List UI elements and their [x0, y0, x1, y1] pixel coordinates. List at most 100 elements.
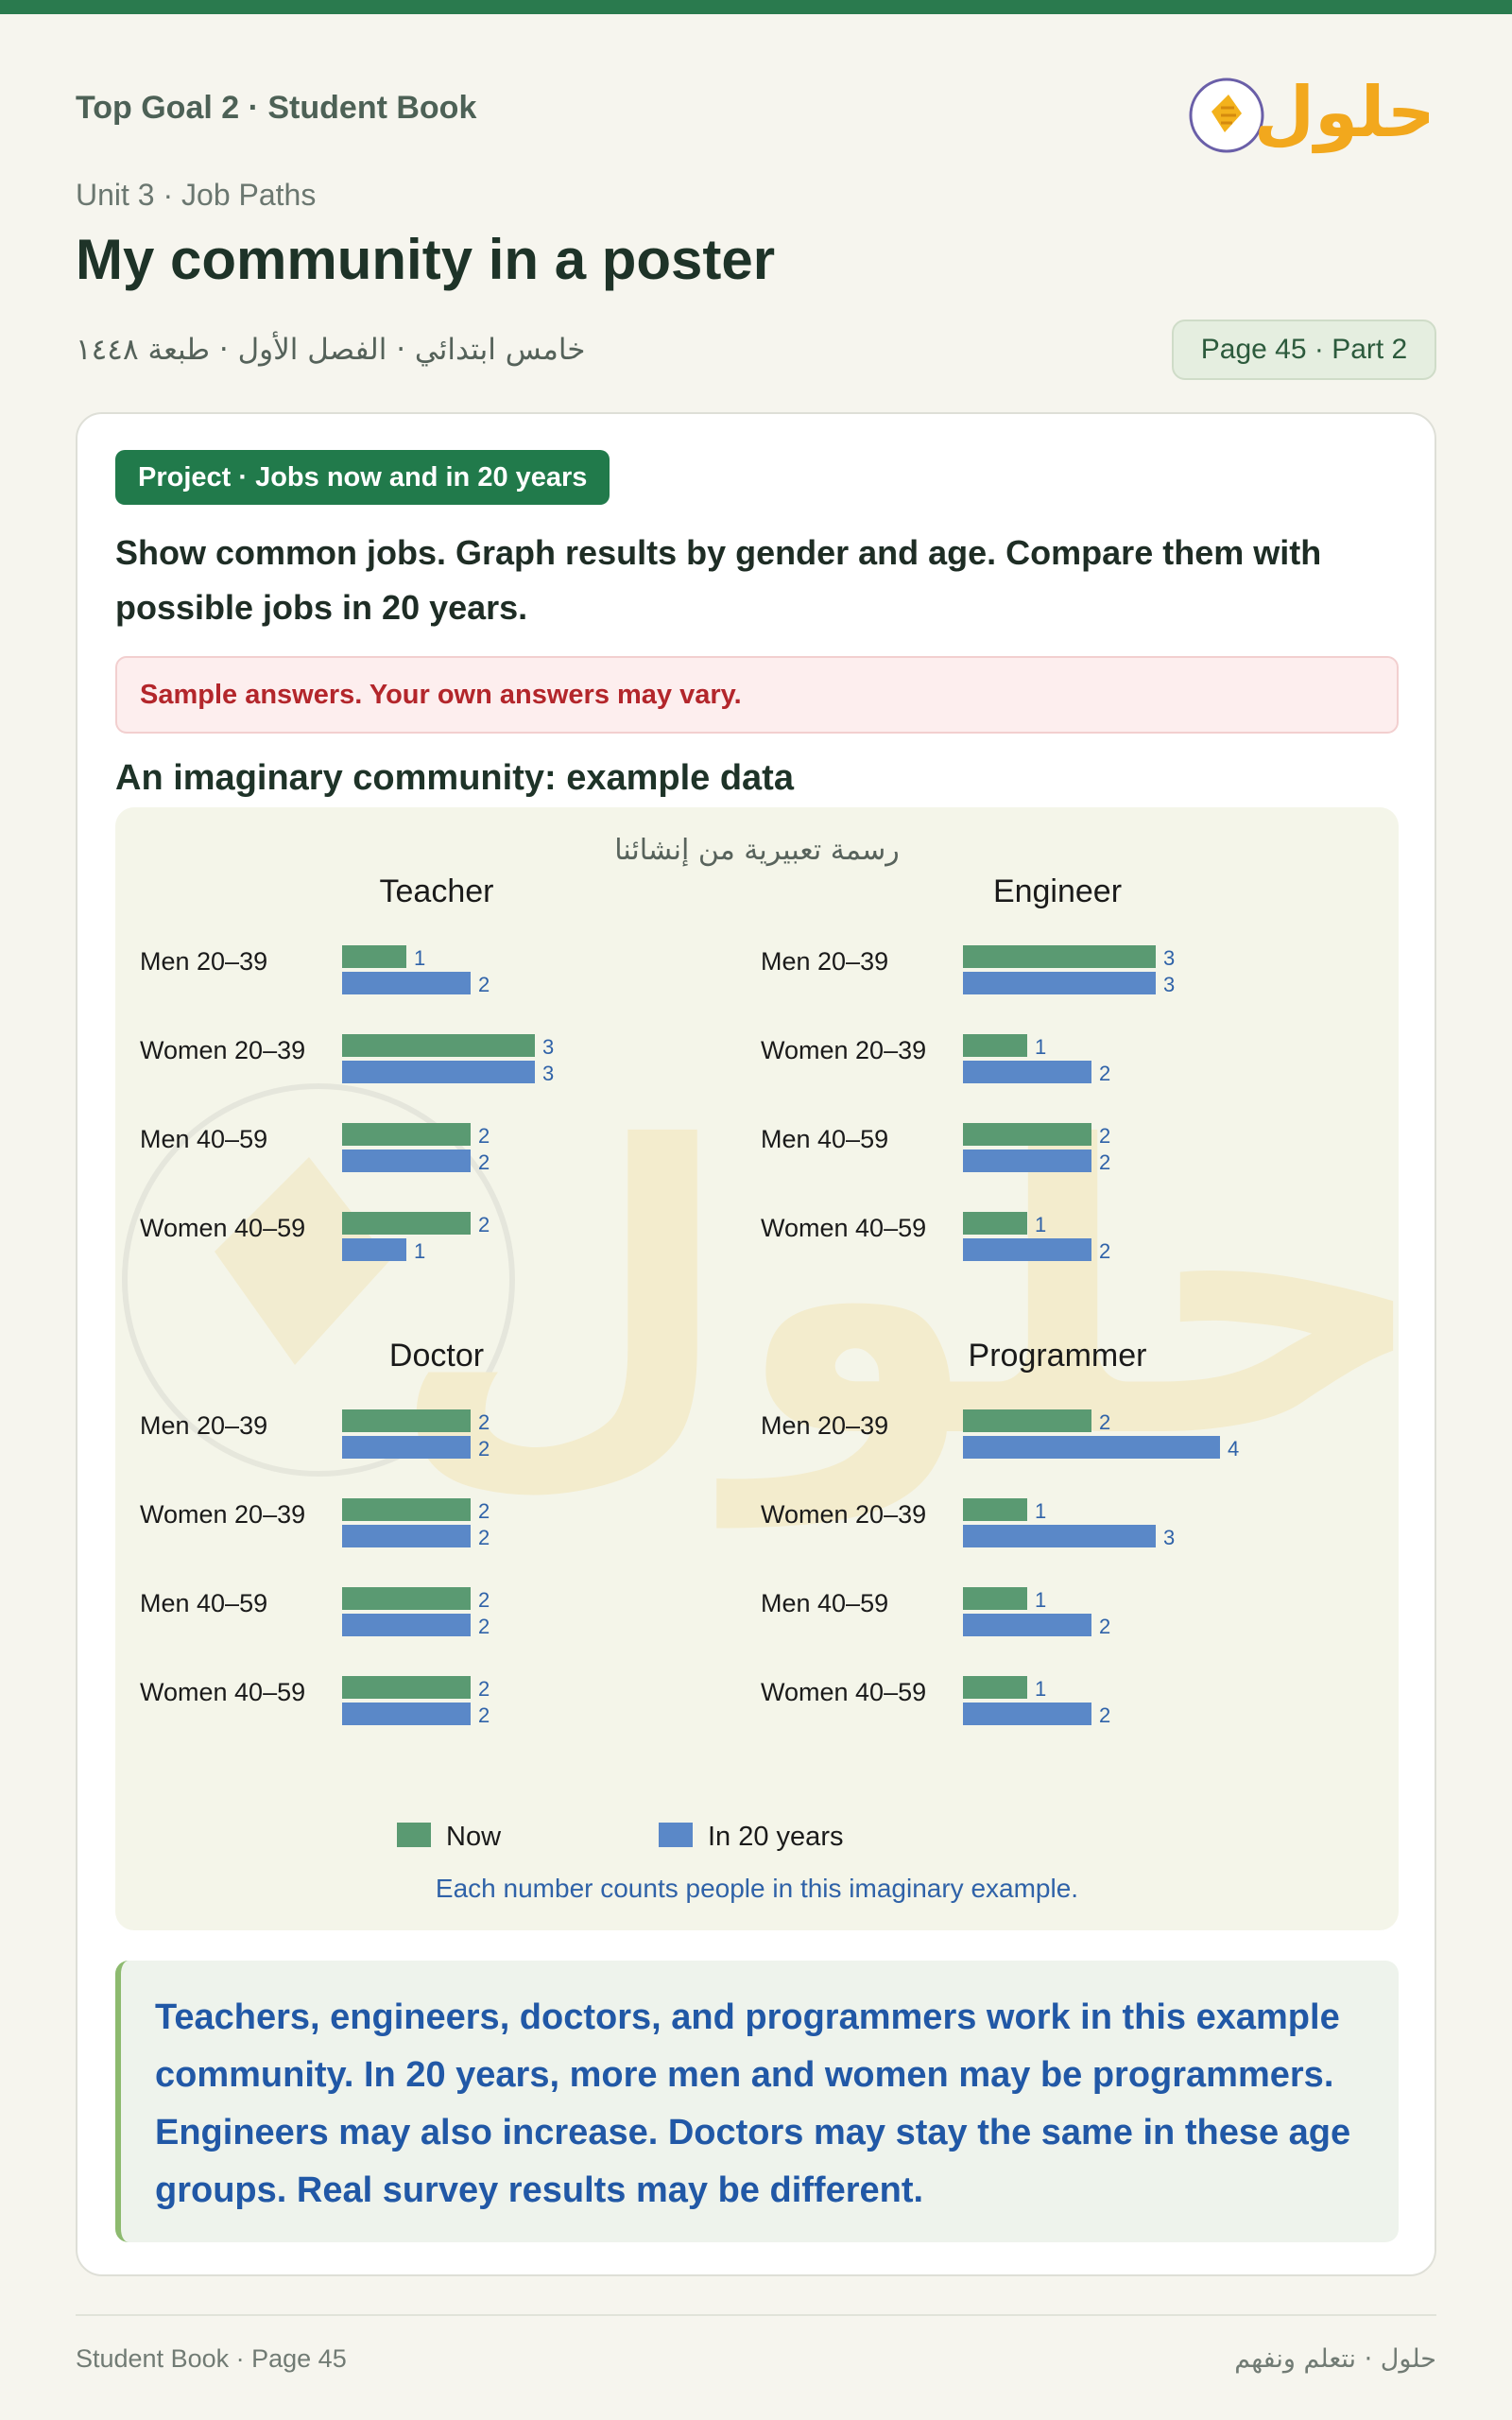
jobs-chart-panel: حلول Teacher Men 20–39 1 2 Women 20–39 3 3 Men …: [115, 807, 1399, 1930]
programmer-bar-future: [963, 1614, 1091, 1636]
page-part-badge: Page 45 · Part 2: [1172, 320, 1436, 380]
teacher-bar-future: [342, 1238, 406, 1261]
programmer-value-label: 2: [1099, 1703, 1110, 1727]
teacher-chart-title: Teacher: [380, 873, 494, 909]
programmer-bar-future: [963, 1436, 1220, 1459]
engineer-value-label: 2: [1099, 1150, 1110, 1174]
page-title: My community in a poster: [76, 228, 776, 291]
doctor-bar-now: [342, 1587, 471, 1610]
teacher-bar-future: [342, 1061, 535, 1083]
teacher-bar-now: [342, 1123, 471, 1146]
teacher-bar-future: [342, 1150, 471, 1172]
programmer-value-label: 1: [1035, 1588, 1046, 1612]
programmer-category-label: Men 20–39: [761, 1411, 888, 1440]
engineer-bar-now: [963, 1034, 1027, 1057]
doctor-value-label: 2: [478, 1437, 490, 1461]
book-title: Top Goal 2 · Student Book: [76, 90, 477, 126]
doctor-value-label: 2: [478, 1703, 490, 1727]
doctor-bar-now: [342, 1498, 471, 1521]
footer-brand: حلول · نتعلم ونفهم: [1234, 2344, 1436, 2374]
teacher-category-label: Men 40–59: [140, 1125, 267, 1153]
doctor-bar-future: [342, 1436, 471, 1459]
unit-label: Unit 3 · Job Paths: [76, 178, 317, 212]
teacher-bar-now: [342, 1212, 471, 1235]
doctor-category-label: Women 40–59: [140, 1678, 305, 1706]
halool-logo: حلول: [1189, 72, 1429, 154]
engineer-bar-future: [963, 1150, 1091, 1172]
engineer-category-label: Men 20–39: [761, 947, 888, 976]
top-accent-bar: [0, 0, 1512, 14]
engineer-value-label: 3: [1163, 973, 1175, 996]
programmer-category-label: Men 40–59: [761, 1589, 888, 1617]
project-badge: Project · Jobs now and in 20 years: [115, 450, 610, 505]
project-instructions: Show common jobs. Graph results by gende…: [115, 533, 1322, 627]
programmer-bar-now: [963, 1409, 1091, 1432]
teacher-category-label: Women 20–39: [140, 1036, 305, 1064]
engineer-value-label: 3: [1163, 946, 1175, 970]
teacher-value-label: 2: [478, 973, 490, 996]
teacher-value-label: 2: [478, 1124, 490, 1148]
teacher-value-label: 2: [478, 1213, 490, 1236]
legend-swatch-future: [659, 1823, 693, 1847]
programmer-bar-now: [963, 1676, 1027, 1699]
engineer-bar-now: [963, 1123, 1091, 1146]
legend-label-future: In 20 years: [708, 1822, 843, 1852]
doctor-bar-future: [342, 1614, 471, 1636]
doctor-category-label: Men 20–39: [140, 1411, 267, 1440]
teacher-value-label: 3: [542, 1035, 554, 1059]
footer-divider: [76, 2314, 1436, 2316]
teacher-bar-now: [342, 945, 406, 968]
doctor-bar-now: [342, 1676, 471, 1699]
engineer-bar-future: [963, 1238, 1091, 1261]
doctor-bar-future: [342, 1525, 471, 1547]
doctor-value-label: 2: [478, 1410, 490, 1434]
chart-caption: رسمة تعبيرية من إنشائنا: [614, 834, 900, 867]
engineer-value-label: 1: [1035, 1213, 1046, 1236]
engineer-bar-future: [963, 1061, 1091, 1083]
engineer-bar-now: [963, 945, 1156, 968]
sample-answers-notice: Sample answers. Your own answers may var…: [115, 656, 1399, 734]
doctor-bar-now: [342, 1409, 471, 1432]
programmer-chart-title: Programmer: [969, 1338, 1147, 1374]
programmer-value-label: 1: [1035, 1499, 1046, 1523]
programmer-bar-now: [963, 1587, 1027, 1610]
conclusion-box: Teachers, engineers, doctors, and progra…: [115, 1961, 1399, 2242]
doctor-bar-future: [342, 1703, 471, 1725]
teacher-value-label: 3: [542, 1062, 554, 1085]
footer-page-label: Student Book · Page 45: [76, 2344, 347, 2373]
programmer-bar-future: [963, 1703, 1091, 1725]
grouped-bar-charts: Teacher Men 20–39 1 2 Women 20–39 3 3 Men 40–59…: [140, 873, 1239, 1852]
doctor-chart-title: Doctor: [389, 1338, 484, 1374]
grade-term-edition: خامس ابتدائي · الفصل الأول · طبعة ١٤٤٨: [76, 333, 586, 367]
engineer-category-label: Women 20–39: [761, 1036, 926, 1064]
engineer-bar-future: [963, 972, 1156, 994]
engineer-value-label: 1: [1035, 1035, 1046, 1059]
engineer-category-label: Women 40–59: [761, 1214, 926, 1242]
project-card: Project · Jobs now and in 20 years Show …: [76, 412, 1436, 2276]
teacher-value-label: 1: [414, 946, 425, 970]
programmer-category-label: Women 40–59: [761, 1678, 926, 1706]
teacher-category-label: Women 40–59: [140, 1214, 305, 1242]
engineer-value-label: 2: [1099, 1239, 1110, 1263]
doctor-value-label: 2: [478, 1677, 490, 1701]
doctor-category-label: Women 20–39: [140, 1500, 305, 1529]
teacher-category-label: Men 20–39: [140, 947, 267, 976]
programmer-value-label: 1: [1035, 1677, 1046, 1701]
engineer-value-label: 2: [1099, 1062, 1110, 1085]
engineer-category-label: Men 40–59: [761, 1125, 888, 1153]
doctor-value-label: 2: [478, 1588, 490, 1612]
conclusion-text: Teachers, engineers, doctors, and progra…: [155, 1997, 1351, 2210]
programmer-bar-now: [963, 1498, 1027, 1521]
teacher-value-label: 2: [478, 1150, 490, 1174]
halool-watermark: حلول: [122, 1063, 1399, 1530]
teacher-value-label: 1: [414, 1239, 425, 1263]
programmer-value-label: 3: [1163, 1526, 1175, 1549]
engineer-chart-title: Engineer: [993, 873, 1122, 909]
doctor-value-label: 2: [478, 1526, 490, 1549]
chart-footnote: Each number counts people in this imagin…: [435, 1874, 1079, 1903]
logo-wordmark: حلول: [1254, 72, 1429, 154]
legend-label-now: Now: [446, 1822, 502, 1852]
teacher-bar-future: [342, 972, 471, 994]
doctor-value-label: 2: [478, 1499, 490, 1523]
legend-swatch-now: [397, 1823, 431, 1847]
